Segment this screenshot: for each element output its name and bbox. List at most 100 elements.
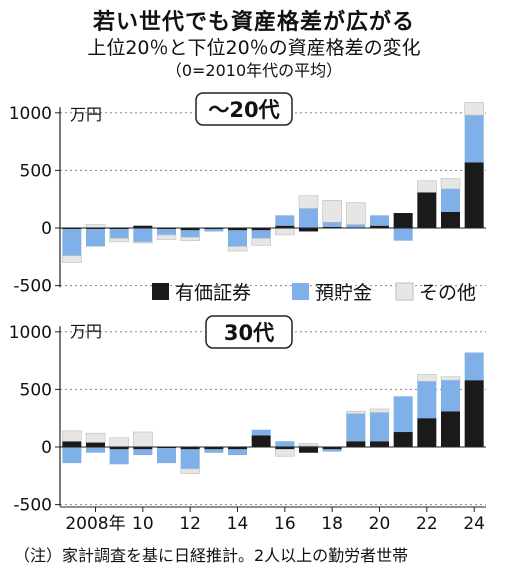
bar-securities-2008 (86, 442, 105, 447)
bar-savings-2016 (275, 441, 295, 447)
bar-savings-2021 (393, 396, 413, 433)
bar-other-2020 (369, 408, 390, 413)
bar-securities-2021 (393, 432, 413, 447)
bar-other-2008 (85, 224, 106, 229)
bar-savings-2007 (62, 229, 82, 256)
bar-savings-2007 (62, 447, 82, 464)
bar-securities-2013 (204, 228, 224, 230)
bar-other-2015 (251, 238, 271, 246)
legend: 有価証券 預貯金 その他 (152, 282, 476, 304)
bar-savings-2019 (346, 413, 366, 442)
bar-securities-2014 (228, 228, 247, 231)
bar-other-2007 (62, 255, 82, 263)
bar-savings-2011 (157, 448, 176, 464)
chart-panel-2: -500 0 500 1000 万円 30代 2008年 10 12 14 16 18 20 22 24 (9, 315, 486, 534)
bar-savings-2012 (180, 230, 200, 238)
bar-securities-2012 (180, 447, 200, 450)
bar-securities-2008 (86, 228, 105, 230)
bar-securities-2014 (228, 447, 247, 450)
panel-label-box (195, 92, 293, 126)
source-footnote: （注）家計調査を基に日経推計。2人以上の勤労者世帯 (14, 546, 409, 565)
bar-savings-2015 (251, 230, 271, 239)
legend-swatch-securities (152, 283, 169, 300)
bar-securities-2007 (62, 441, 82, 447)
x-tick-label: 24 (463, 514, 485, 534)
panel-label: 30代 (224, 321, 274, 345)
legend-label-savings: 預貯金 (315, 282, 372, 304)
bar-securities-2024 (464, 162, 484, 228)
bar-securities-2018 (322, 226, 342, 228)
bar-other-2017 (298, 443, 319, 447)
bar-other-2007 (62, 430, 82, 442)
bar-other-2017 (298, 195, 319, 209)
bar-savings-2019 (346, 224, 366, 228)
bar-securities-2012 (180, 228, 200, 231)
bar-other-2014 (227, 246, 248, 252)
bar-securities-2010 (133, 225, 153, 228)
bar-other-2024 (464, 102, 484, 116)
y-tick-label: 1000 (9, 104, 52, 124)
bar-other-2010 (133, 431, 153, 448)
bar-savings-2017 (299, 208, 318, 228)
bar-savings-2008 (86, 447, 105, 453)
bar-securities-2018 (322, 447, 342, 450)
bar-other-2023 (440, 376, 461, 381)
bar-securities-2021 (393, 213, 413, 228)
bar-securities-2009 (109, 228, 129, 230)
unit-label: 万円 (70, 105, 102, 124)
bar-securities-2013 (204, 447, 224, 450)
bar-securities-2015 (251, 228, 271, 231)
bar-savings-2023 (441, 380, 460, 412)
bar-savings-2023 (441, 188, 460, 212)
bar-other-2019 (346, 410, 366, 414)
bar-securities-2024 (464, 380, 484, 447)
bar-securities-2016 (275, 225, 295, 228)
bar-other-2012 (180, 468, 200, 474)
bar-savings-2018 (322, 449, 342, 452)
bar-savings-2013 (204, 449, 224, 453)
bar-savings-2015 (251, 429, 271, 436)
bar-other-2019 (346, 202, 366, 225)
bar-savings-2008 (86, 229, 105, 247)
bar-securities-2020 (370, 441, 389, 447)
bar-savings-2010 (133, 449, 153, 456)
bar-securities-2017 (299, 447, 318, 453)
y-tick-label: 1000 (9, 323, 52, 343)
bar-securities-2020 (370, 225, 389, 228)
bar-other-2009 (109, 238, 129, 243)
panel-label: ～20代 (208, 98, 279, 122)
bar-other-2016 (275, 449, 295, 457)
bar-savings-2020 (370, 412, 389, 442)
baseline-note: （0=2010年代の平均） (165, 61, 343, 80)
bar-securities-2023 (441, 211, 460, 228)
bar-other-2023 (440, 178, 461, 190)
bar-savings-2014 (228, 230, 247, 247)
bar-savings-2021 (393, 228, 413, 241)
bar-other-2016 (275, 227, 295, 236)
x-tick-label: 14 (227, 514, 249, 534)
bar-securities-2011 (157, 447, 176, 449)
bar-securities-2023 (441, 411, 460, 447)
bar-securities-2022 (417, 418, 437, 447)
bar-savings-2016 (275, 215, 295, 226)
panel-label-box (205, 315, 293, 349)
x-tick-label: 20 (369, 514, 391, 534)
bar-savings-2013 (204, 229, 224, 232)
bar-other-2011 (156, 234, 177, 240)
bar-savings-2009 (109, 449, 129, 465)
y-tick-label: -500 (13, 496, 52, 516)
legend-label-securities: 有価証券 (175, 282, 251, 304)
bar-savings-2022 (417, 381, 437, 419)
y-tick-label: 500 (20, 380, 52, 400)
bar-other-2008 (85, 432, 106, 443)
bar-savings-2011 (157, 229, 176, 235)
bar-securities-2007 (62, 228, 82, 230)
bar-savings-2018 (322, 222, 342, 227)
x-tick-label: 18 (321, 514, 343, 534)
legend-label-other: その他 (419, 282, 476, 304)
bar-savings-2010 (133, 228, 153, 242)
bar-savings-2012 (180, 449, 200, 469)
